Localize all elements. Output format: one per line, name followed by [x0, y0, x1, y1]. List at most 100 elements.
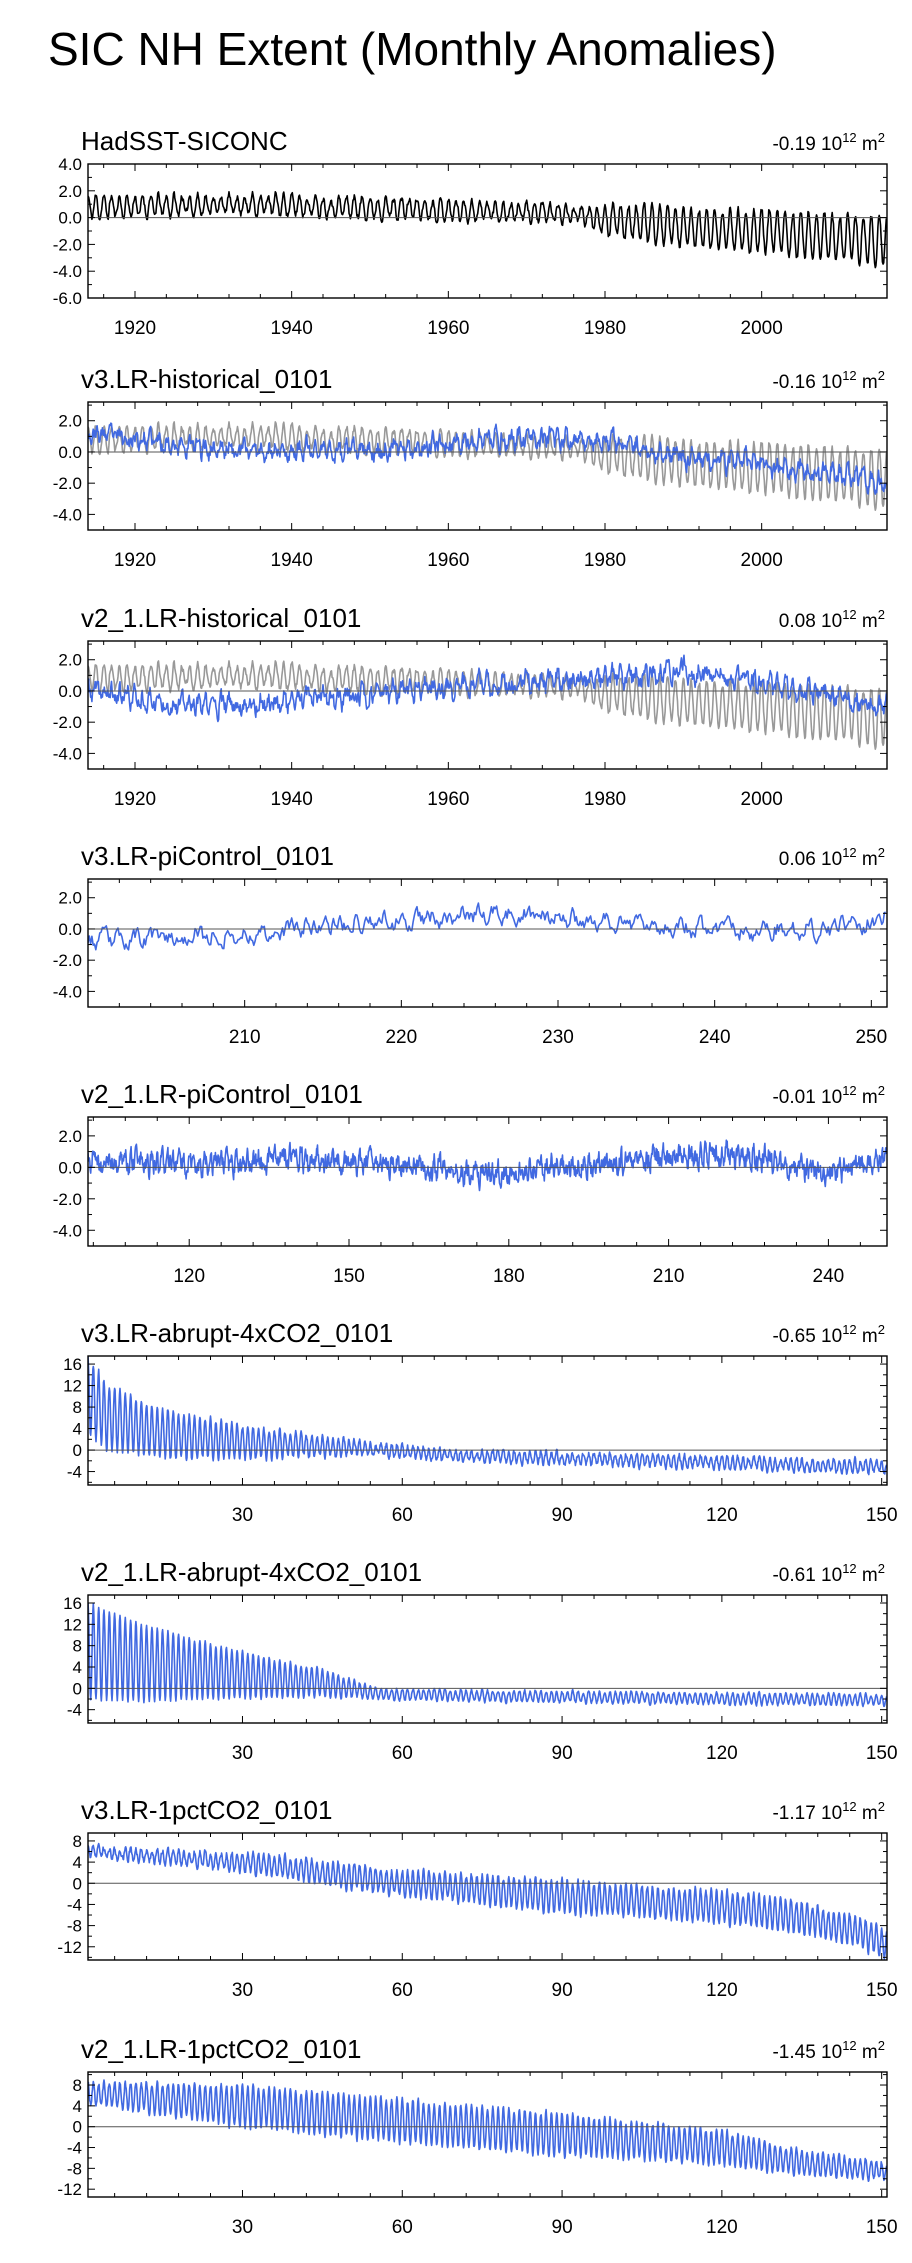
y-tick-label: -4.0: [53, 505, 82, 524]
panel-title: v2_1.LR-abrupt-4xCO2_0101: [81, 1557, 422, 1587]
y-tick-label: -4.0: [53, 744, 82, 763]
y-tick-label: -4: [67, 1701, 82, 1720]
mean-label: -0.65 1012 m2: [772, 1322, 885, 1347]
plot-frame: [87, 2071, 888, 2198]
chart-panel-4: v3.LR-piControl_0101 0.06 1012 m2 2.0 0.0 -2…: [53, 841, 888, 1048]
plot-frame: [87, 401, 888, 531]
y-tick-label: -2.0: [53, 951, 82, 970]
y-tick-label: 2.0: [58, 182, 82, 201]
series-line-1: [88, 1139, 887, 1192]
y-tick-label: -12: [57, 1938, 82, 1957]
x-tick-label: 240: [813, 1266, 845, 1287]
panel-title: v3.LR-abrupt-4xCO2_0101: [81, 1318, 393, 1348]
y-tick-label: -8: [67, 2159, 82, 2178]
x-tick-label: 150: [866, 1505, 898, 1526]
x-tick-label: 150: [866, 2217, 898, 2238]
x-tick-label: 120: [706, 1743, 738, 1764]
y-tick-label: 8: [73, 1398, 82, 1417]
y-tick-label: 8: [73, 2076, 82, 2095]
series-line-2: [88, 654, 887, 723]
x-tick-label: 90: [552, 2217, 573, 2238]
x-tick-label: 1980: [584, 789, 626, 810]
x-tick-label: 60: [392, 1743, 413, 1764]
x-tick-label: 1980: [584, 550, 626, 571]
x-tick-label: 1920: [114, 318, 156, 339]
y-tick-label: 2.0: [58, 412, 82, 431]
series-line-1: [88, 2079, 887, 2182]
x-tick-label: 1980: [584, 318, 626, 339]
panel-title: v3.LR-piControl_0101: [81, 841, 334, 871]
page-title: SIC NH Extent (Monthly Anomalies): [48, 23, 777, 75]
y-tick-label: 0.0: [58, 1158, 82, 1177]
chart-panel-3: v2_1.LR-historical_0101 0.08 1012 m2 2.0 0.…: [53, 603, 888, 810]
series-line-1: [88, 190, 887, 269]
y-tick-label: 0.0: [58, 682, 82, 701]
y-tick-label: 8: [73, 1832, 82, 1851]
y-tick-label: 4: [73, 2097, 82, 2116]
x-tick-label: 120: [706, 1980, 738, 2001]
y-tick-label: 2.0: [58, 1127, 82, 1146]
x-tick-label: 60: [392, 1505, 413, 1526]
y-tick-label: -4.0: [53, 262, 82, 281]
x-tick-label: 2000: [741, 550, 783, 571]
y-tick-label: -12: [57, 2180, 82, 2199]
mean-label: 0.06 1012 m2: [779, 845, 885, 870]
y-tick-label: 16: [63, 1594, 82, 1613]
mean-label: -1.45 1012 m2: [772, 2038, 885, 2063]
x-tick-label: 30: [232, 2217, 253, 2238]
y-tick-label: -4.0: [53, 982, 82, 1001]
x-tick-label: 30: [232, 1980, 253, 2001]
chart-panel-9: v2_1.LR-1pctCO2_0101 -1.45 1012 m2 8 4 0 -4-8…: [57, 2034, 897, 2238]
x-tick-label: 30: [232, 1743, 253, 1764]
x-tick-label: 150: [333, 1266, 365, 1287]
x-tick-label: 1960: [427, 789, 469, 810]
chart-panel-8: v3.LR-1pctCO2_0101 -1.17 1012 m2 8 4 0 -4 -8 -1…: [57, 1795, 897, 2001]
y-tick-label: 2.0: [58, 651, 82, 670]
x-tick-label: 210: [653, 1266, 685, 1287]
mean-label: -1.17 1012 m2: [772, 1799, 885, 1824]
y-tick-label: -4: [67, 2139, 82, 2158]
x-tick-label: 1920: [114, 550, 156, 571]
y-tick-label: 0: [73, 2118, 82, 2137]
x-tick-label: 120: [173, 1266, 205, 1287]
y-tick-label: 4.0: [58, 155, 82, 174]
y-tick-label: -4: [67, 1463, 82, 1482]
x-tick-label: 1920: [114, 789, 156, 810]
y-tick-label: -2.0: [53, 1190, 82, 1209]
y-tick-label: -2.0: [53, 235, 82, 254]
y-tick-label: -2.0: [53, 474, 82, 493]
x-tick-label: 60: [392, 2217, 413, 2238]
chart-panel-5: v2_1.LR-piControl_0101 -0.01 1012 m2 2.0 0.…: [53, 1079, 888, 1287]
y-tick-label: 0: [73, 1679, 82, 1698]
y-tick-label: 8: [73, 1637, 82, 1656]
plot-frame: [87, 1116, 888, 1247]
mean-label: -0.19 1012 m2: [772, 130, 885, 155]
y-tick-label: -4.0: [53, 1221, 82, 1240]
mean-label: -0.16 1012 m2: [772, 368, 885, 393]
x-tick-label: 90: [552, 1505, 573, 1526]
x-tick-label: 1940: [271, 318, 313, 339]
x-tick-label: 90: [552, 1743, 573, 1764]
x-tick-label: 2000: [741, 318, 783, 339]
x-tick-label: 30: [232, 1505, 253, 1526]
y-tick-label: 0.0: [58, 209, 82, 228]
y-tick-label: -4: [67, 1895, 82, 1914]
chart-panel-6: v3.LR-abrupt-4xCO2_0101 -0.65 1012 m2 16 12…: [63, 1318, 897, 1526]
series-line-1: [88, 902, 886, 951]
x-tick-label: 210: [229, 1027, 261, 1048]
panel-title: v3.LR-historical_0101: [81, 364, 332, 394]
y-tick-label: 4: [73, 1853, 82, 1872]
x-tick-label: 1960: [427, 550, 469, 571]
panel-title: v2_1.LR-1pctCO2_0101: [81, 2034, 361, 2064]
y-tick-label: 2.0: [58, 889, 82, 908]
y-tick-label: 0: [73, 1874, 82, 1893]
x-tick-label: 1940: [271, 550, 313, 571]
y-tick-label: 4: [73, 1420, 82, 1439]
plot-frame: [87, 1355, 888, 1486]
y-tick-label: 12: [63, 1377, 82, 1396]
chart-panel-1: HadSST-SICONC -0.19 1012 m2 4.0 2.0 0.0 -2.0 -…: [53, 126, 888, 339]
x-tick-label: 2000: [741, 789, 783, 810]
series-line-2: [88, 422, 887, 495]
x-tick-label: 1960: [427, 318, 469, 339]
